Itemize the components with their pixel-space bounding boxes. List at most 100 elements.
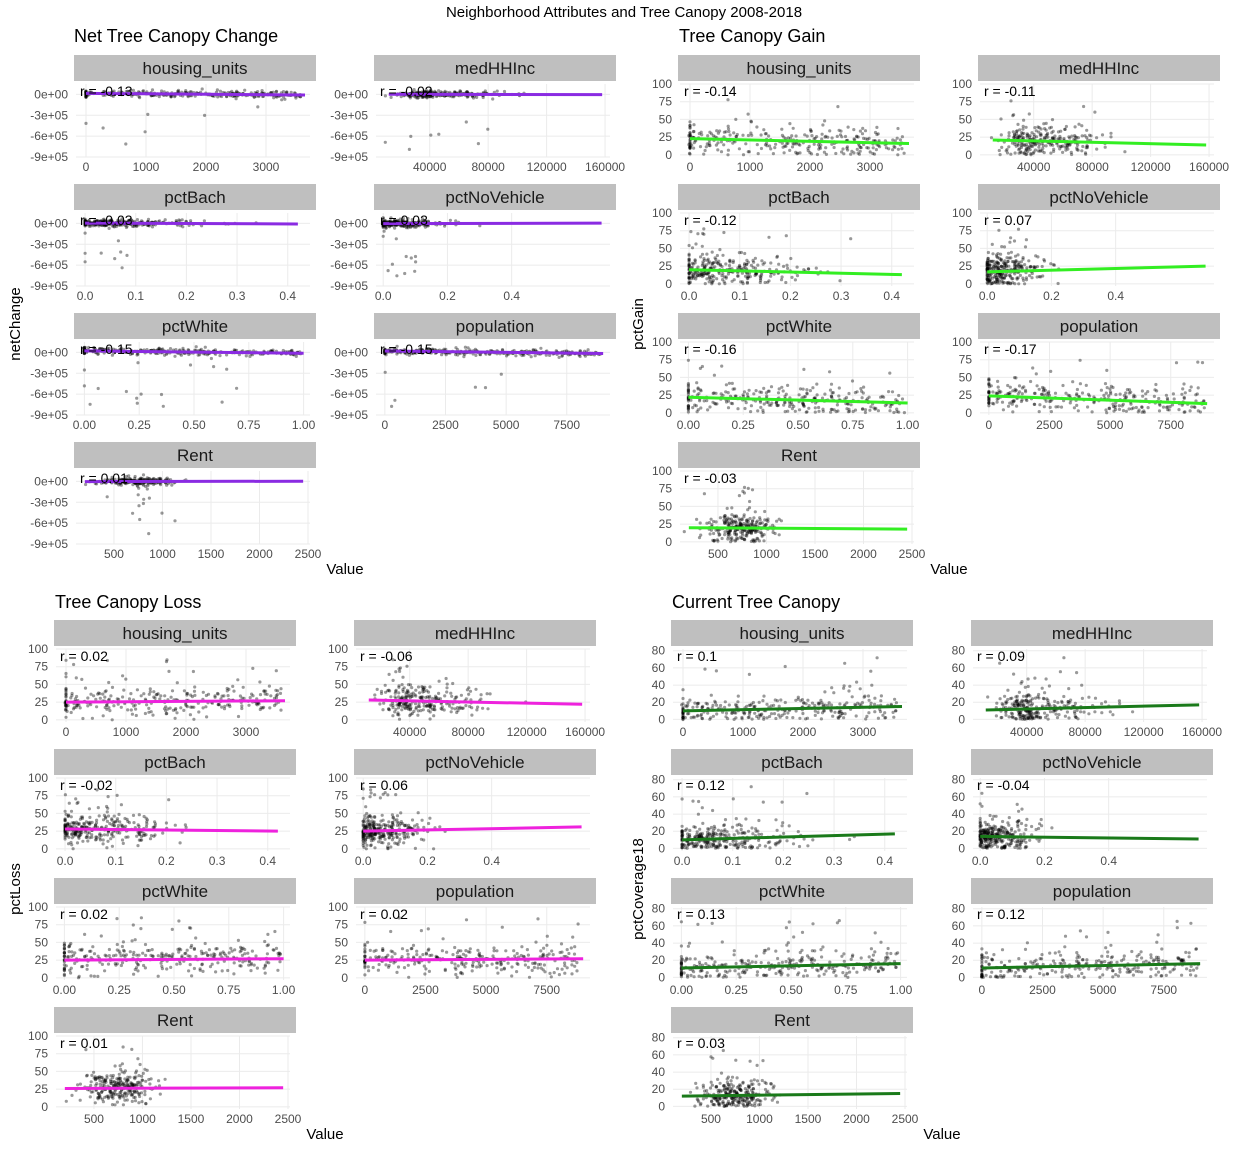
data-point [285, 90, 289, 94]
data-point [397, 717, 402, 721]
data-point [1084, 383, 1088, 387]
data-point [192, 717, 196, 721]
data-point [382, 701, 386, 705]
data-point [164, 821, 168, 825]
data-point [700, 273, 704, 277]
data-point [95, 705, 99, 709]
data-point [1086, 405, 1090, 409]
data-point [419, 696, 423, 700]
data-point [1038, 133, 1042, 137]
data-point [98, 838, 102, 842]
data-point [117, 812, 121, 817]
data-point [189, 219, 193, 223]
data-point [209, 356, 213, 361]
data-point [394, 237, 398, 241]
data-point [1140, 389, 1144, 393]
data-point [1001, 408, 1006, 412]
data-point [1024, 238, 1028, 242]
data-point [739, 521, 743, 526]
data-point [745, 392, 750, 396]
data-point [1012, 133, 1017, 137]
data-point [134, 713, 138, 718]
data-point [135, 396, 139, 400]
data-point [101, 714, 105, 718]
x-tick-label: 0.0 [57, 854, 74, 868]
data-point [1172, 397, 1176, 401]
data-point [722, 275, 726, 279]
data-point [760, 259, 764, 263]
data-point [428, 95, 432, 99]
data-point [426, 709, 431, 713]
data-point [758, 274, 762, 278]
data-point [390, 262, 394, 266]
data-point [746, 260, 750, 264]
data-point [1000, 276, 1004, 280]
data-point [81, 716, 85, 721]
data-point [788, 148, 792, 152]
data-point [101, 692, 105, 696]
data-point [887, 390, 891, 394]
y-tick-label: 100 [652, 464, 672, 478]
x-tick-label: 1.00 [292, 418, 316, 432]
data-point [1082, 104, 1086, 109]
correlation-label: r = 0.02 [60, 648, 108, 664]
x-tick-label: 0.4 [503, 289, 520, 303]
data-point [110, 718, 114, 722]
data-point [397, 691, 401, 695]
data-point [694, 242, 698, 246]
data-point [420, 95, 424, 99]
data-point [802, 367, 806, 371]
data-point [692, 389, 696, 393]
data-point [268, 706, 272, 710]
data-point [991, 390, 995, 394]
data-point [759, 146, 764, 151]
data-point [483, 386, 488, 390]
data-point [109, 694, 113, 698]
x-tick-label: 0.1 [731, 289, 748, 303]
y-tick-label: -3e+05 [330, 108, 368, 122]
x-tick-label: 80000 [471, 160, 505, 174]
data-point [138, 517, 142, 522]
data-point [686, 410, 691, 414]
data-point [855, 390, 859, 394]
data-point [444, 676, 448, 681]
data-point [815, 382, 819, 386]
data-point [815, 152, 820, 157]
data-point [137, 824, 141, 828]
data-point [874, 406, 878, 410]
x-tick-label: 0.4 [883, 289, 900, 303]
data-point [754, 389, 758, 393]
data-point [421, 95, 425, 99]
data-point [409, 134, 413, 138]
data-point [167, 669, 171, 674]
x-tick-label: 5000 [1097, 418, 1124, 432]
data-point [786, 266, 790, 270]
x-tick-label: 0.1 [127, 289, 144, 303]
data-point [119, 823, 123, 827]
x-tick-label: 1000 [149, 547, 176, 561]
y-tick-label: 100 [952, 335, 972, 349]
data-point [1009, 250, 1014, 254]
data-point [985, 281, 989, 285]
data-point [893, 145, 897, 149]
data-point [393, 710, 397, 714]
data-point [731, 260, 735, 265]
data-point [1141, 394, 1145, 398]
data-point [863, 410, 868, 415]
data-point [859, 387, 863, 391]
data-point [1034, 143, 1038, 147]
data-point [429, 89, 433, 93]
y-tick-label: 0 [41, 842, 48, 856]
data-point [69, 710, 73, 715]
data-point [1043, 127, 1047, 131]
data-point [201, 706, 205, 710]
data-point [119, 250, 123, 254]
data-point [722, 520, 727, 524]
data-point [846, 410, 851, 414]
data-point [724, 262, 728, 266]
data-point [1068, 401, 1072, 405]
x-tick-label: 2500 [432, 418, 459, 432]
data-point [1008, 385, 1012, 389]
data-point [1014, 376, 1018, 380]
data-point [689, 230, 693, 234]
